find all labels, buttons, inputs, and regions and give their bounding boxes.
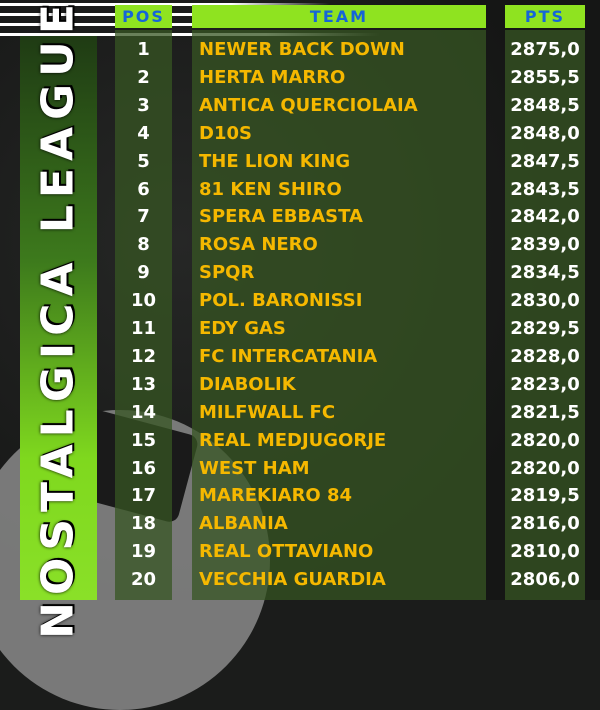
team-column	[192, 30, 486, 600]
points-cell: 2848,0	[510, 122, 580, 144]
points-cell: 2810,0	[510, 541, 580, 563]
position-cell: 2	[137, 66, 150, 88]
decor-stripe	[0, 23, 350, 26]
team-cell: DIABOLIK	[199, 373, 296, 395]
table-row: 12 FC INTERCATANIA 2828,0	[0, 343, 600, 371]
pts-column	[505, 30, 585, 600]
team-cell: POL. BARONISSI	[199, 290, 363, 312]
position-cell: 13	[130, 373, 157, 395]
position-cell: 3	[137, 94, 150, 116]
team-cell: HERTA MARRO	[199, 66, 346, 88]
team-cell: FC INTERCATANIA	[199, 345, 378, 367]
pts-header: PTS	[505, 5, 585, 28]
table-row: 8 ROSA NERO 2839,0	[0, 231, 600, 259]
table-row: 15 REAL MEDJUGORJE 2820,0	[0, 427, 600, 455]
points-cell: 2834,5	[510, 262, 580, 284]
team-cell: ANTICA QUERCIOLAIA	[199, 94, 418, 116]
table-row: 5 THE LION KING 2847,5	[0, 148, 600, 176]
position-cell: 15	[130, 429, 157, 451]
table-row: 13 DIABOLIK 2823,0	[0, 371, 600, 399]
points-cell: 2823,0	[510, 373, 580, 395]
team-cell: THE LION KING	[199, 150, 351, 172]
position-cell: 10	[130, 290, 157, 312]
table-row: 6 81 KEN SHIRO 2843,5	[0, 176, 600, 204]
points-cell: 2820,0	[510, 457, 580, 479]
table-row: 14 MILFWALL FC 2821,5	[0, 399, 600, 427]
pos-header: POS	[115, 5, 172, 28]
team-cell: MILFWALL FC	[199, 401, 336, 423]
team-cell: EDY GAS	[199, 318, 286, 339]
table-row: 3 ANTICA QUERCIOLAIA 2848,5	[0, 92, 600, 120]
position-cell: 14	[130, 401, 157, 423]
team-cell: MAREKIARO 84	[199, 485, 353, 507]
points-cell: 2848,5	[510, 94, 580, 116]
team-cell: WEST HAM	[199, 457, 310, 479]
table-row: 10 POL. BARONISSI 2830,0	[0, 287, 600, 315]
position-cell: 7	[137, 206, 150, 228]
team-cell: REAL OTTAVIANO	[199, 541, 374, 563]
position-cell: 8	[137, 234, 150, 256]
table-row: 11 EDY GAS 2829,5	[0, 315, 600, 343]
points-cell: 2821,5	[510, 401, 580, 423]
table-row: 1 NEWER BACK DOWN 2875,0	[0, 36, 600, 64]
position-cell: 20	[130, 569, 157, 591]
table-row: 19 REAL OTTAVIANO 2810,0	[0, 538, 600, 566]
table-row: 18 ALBANIA 2816,0	[0, 510, 600, 538]
points-cell: 2839,0	[510, 234, 580, 256]
position-cell: 12	[130, 345, 157, 367]
points-cell: 2820,0	[510, 429, 580, 451]
team-cell: ROSA NERO	[199, 234, 318, 256]
position-cell: 5	[137, 150, 150, 172]
points-cell: 2830,0	[510, 290, 580, 312]
pos-column	[115, 30, 172, 600]
points-cell: 2855,5	[510, 66, 580, 88]
team-cell: D10S	[199, 122, 252, 144]
points-cell: 2847,5	[510, 150, 580, 172]
points-cell: 2829,5	[510, 318, 580, 339]
decor-stripe	[0, 3, 330, 6]
position-cell: 18	[130, 513, 157, 535]
points-cell: 2819,5	[510, 485, 580, 507]
team-cell: SPQR	[199, 262, 255, 284]
team-cell: REAL MEDJUGORJE	[199, 429, 387, 451]
team-header: TEAM	[192, 5, 486, 28]
table-row: 16 WEST HAM 2820,0	[0, 455, 600, 483]
table-row: 4 D10S 2848,0	[0, 120, 600, 148]
points-cell: 2842,0	[510, 206, 580, 228]
team-cell: VECCHIA GUARDIA	[199, 569, 386, 591]
points-cell: 2843,5	[510, 178, 580, 200]
points-cell: 2828,0	[510, 345, 580, 367]
team-cell: 81 KEN SHIRO	[199, 178, 342, 200]
points-cell: 2816,0	[510, 513, 580, 535]
table-row: 9 SPQR 2834,5	[0, 259, 600, 287]
team-cell: NEWER BACK DOWN	[199, 39, 405, 60]
position-cell: 4	[137, 122, 150, 144]
team-cell: ALBANIA	[199, 513, 288, 535]
decor-stripe	[0, 33, 380, 36]
team-cell: SPERA EBBASTA	[199, 206, 363, 228]
table-row: 20 VECCHIA GUARDIA 2806,0	[0, 566, 600, 594]
position-cell: 17	[130, 485, 157, 507]
position-cell: 16	[130, 457, 157, 479]
table-row: 2 HERTA MARRO 2855,5	[0, 64, 600, 92]
position-cell: 1	[137, 39, 150, 60]
position-cell: 19	[130, 541, 157, 563]
position-cell: 11	[130, 318, 157, 339]
table-row: 7 SPERA EBBASTA 2842,0	[0, 203, 600, 231]
table-row: 17 MAREKIARO 84 2819,5	[0, 482, 600, 510]
points-cell: 2806,0	[510, 569, 580, 591]
position-cell: 9	[137, 262, 150, 284]
points-cell: 2875,0	[510, 39, 580, 60]
position-cell: 6	[137, 178, 150, 200]
title-banner	[20, 36, 97, 600]
